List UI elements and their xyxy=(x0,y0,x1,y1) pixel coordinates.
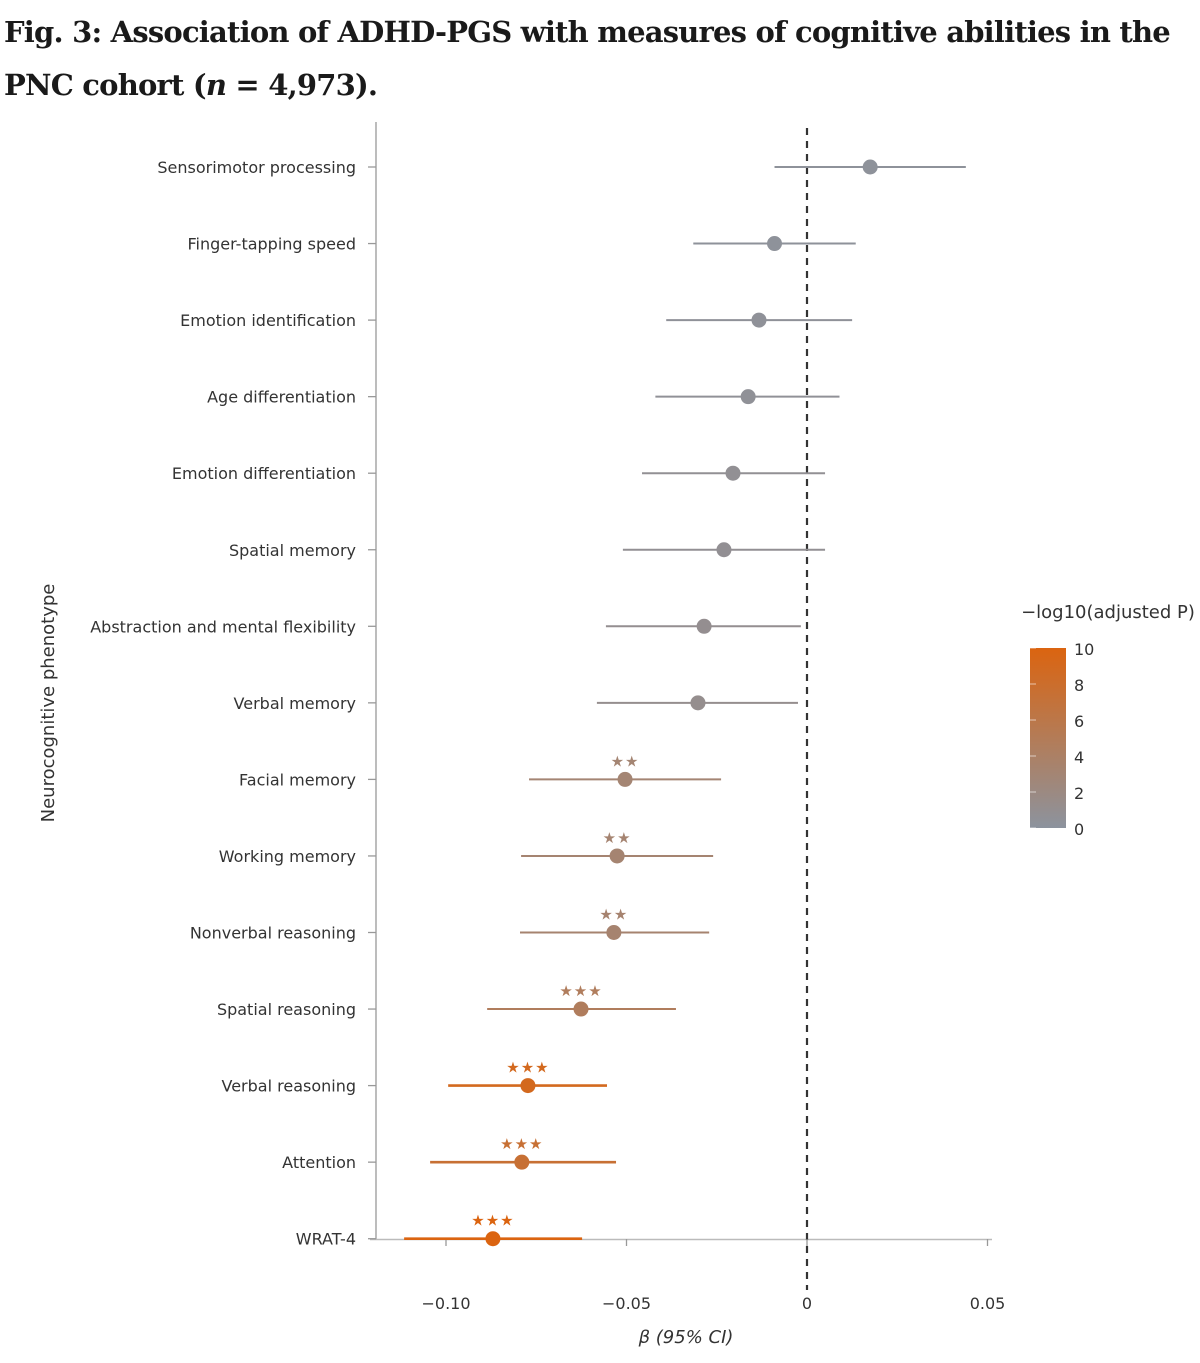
y-axis-label: Neurocognitive phenotype xyxy=(38,584,59,823)
point-estimate xyxy=(862,159,878,175)
colorbar-title: −log10(adjusted P) xyxy=(1021,602,1195,623)
category-label: Facial memory xyxy=(239,770,356,789)
point-estimate xyxy=(514,1154,530,1170)
category-label: Age differentiation xyxy=(207,388,356,407)
point-estimate xyxy=(609,848,625,864)
category-label: Emotion differentiation xyxy=(172,464,356,483)
colorbar-tick-label: 8 xyxy=(1074,676,1084,695)
colorbar-tick-label: 2 xyxy=(1074,784,1084,803)
colorbar-tick-label: 4 xyxy=(1074,748,1084,767)
category-label: Spatial reasoning xyxy=(217,1000,356,1019)
title-n-symbol: n xyxy=(205,68,227,102)
significance-stars: ★★★ xyxy=(559,982,602,1000)
significance-stars: ★★★ xyxy=(500,1135,543,1153)
point-estimate xyxy=(696,618,712,634)
point-estimate xyxy=(767,236,783,252)
significance-stars: ★★★ xyxy=(506,1059,549,1077)
point-estimate xyxy=(690,695,706,711)
category-label: Emotion identification xyxy=(180,311,356,330)
category-label: Verbal memory xyxy=(234,694,356,713)
category-label: WRAT-4 xyxy=(296,1230,356,1249)
significance-stars: ★★★ xyxy=(471,1212,514,1230)
significance-stars: ★★ xyxy=(599,906,628,924)
colorbar-gradient xyxy=(1030,648,1066,828)
point-estimate xyxy=(751,312,767,328)
category-label: Abstraction and mental flexibility xyxy=(90,617,356,636)
x-tick-label: −0.05 xyxy=(602,1294,651,1313)
x-tick-label: 0.05 xyxy=(970,1294,1006,1313)
axes: −0.10 −0.05 0 0.05 Sensorimotor processing Fi… xyxy=(90,122,1005,1313)
x-tick-label: −0.10 xyxy=(421,1294,470,1313)
significance-stars: ★★ xyxy=(611,752,640,770)
point-estimate xyxy=(725,465,741,481)
point-estimate xyxy=(520,1078,536,1094)
point-estimate xyxy=(740,389,756,405)
significance-stars: ★★ xyxy=(603,829,632,847)
colorbar-tick-label: 10 xyxy=(1074,640,1094,659)
category-label: Verbal reasoning xyxy=(222,1077,357,1096)
category-label: Spatial memory xyxy=(229,541,356,560)
colorbar: −log10(adjusted P) 0 2 4 6 8 10 xyxy=(1021,602,1195,839)
marks: ★★★★★★★★★★★★★★★★★★ xyxy=(404,159,966,1247)
category-label: Sensorimotor processing xyxy=(157,158,356,177)
point-estimate xyxy=(606,925,622,940)
x-tick-label: 0 xyxy=(802,1294,812,1313)
x-axis-label: β (95% CI) xyxy=(638,1327,734,1348)
category-label: Working memory xyxy=(219,847,356,866)
category-label: Finger-tapping speed xyxy=(187,235,356,254)
category-label: Nonverbal reasoning xyxy=(190,924,356,943)
point-estimate xyxy=(573,1001,589,1017)
title-suffix: = 4,973). xyxy=(226,68,378,102)
title-text: Fig. 3: Association of ADHD-PGS with mea… xyxy=(4,15,1171,102)
colorbar-tick-label: 0 xyxy=(1074,820,1084,839)
point-estimate xyxy=(716,542,732,558)
figure-title: Fig. 3: Association of ADHD-PGS with mea… xyxy=(4,6,1194,112)
point-estimate xyxy=(617,771,633,787)
category-label: Attention xyxy=(282,1153,356,1172)
colorbar-tick-label: 6 xyxy=(1074,712,1084,731)
point-estimate xyxy=(485,1231,501,1247)
